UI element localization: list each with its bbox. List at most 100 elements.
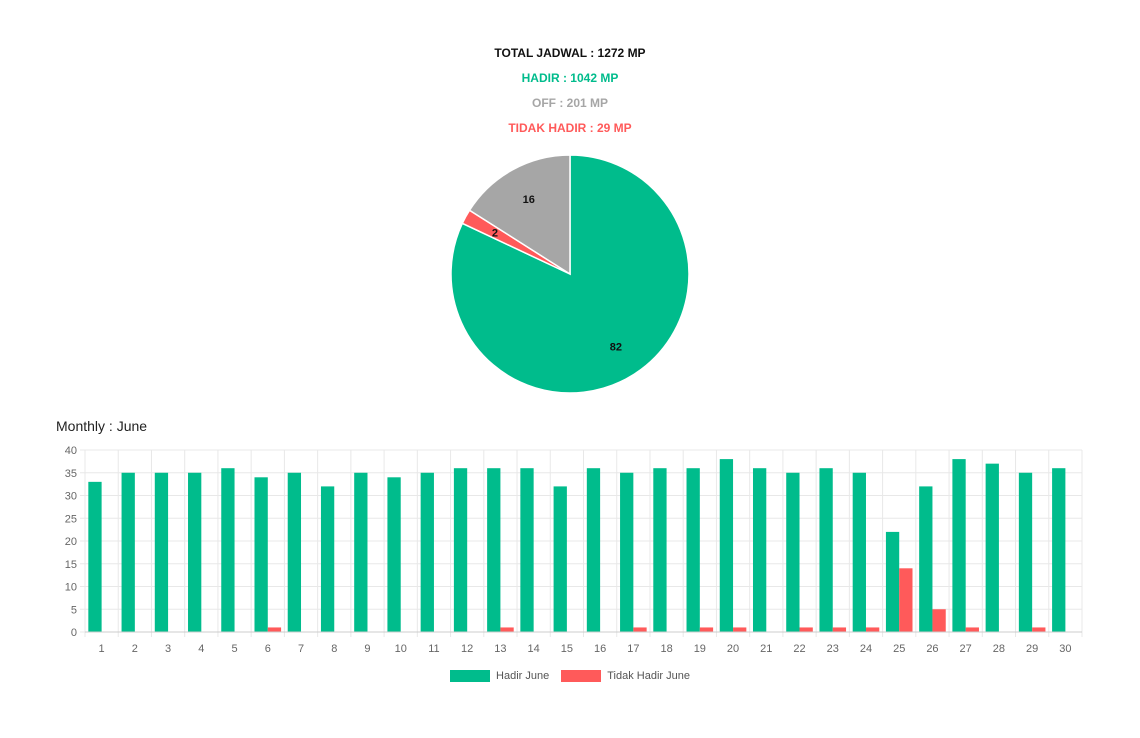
legend-swatch-tidak-hadir xyxy=(561,670,602,682)
pie-label-tidak-hadir: 2 xyxy=(492,228,498,240)
bar-tidak-hadir-day-26[interactable] xyxy=(932,609,946,632)
x-tick-label: 19 xyxy=(694,643,706,655)
bar-tidak-hadir-day-19[interactable] xyxy=(699,627,714,632)
bar-tidak-hadir-day-20[interactable] xyxy=(733,627,747,632)
bar-hadir-day-26[interactable] xyxy=(919,486,933,632)
bar-tidak-hadir-day-27[interactable] xyxy=(965,627,979,632)
x-tick-label: 8 xyxy=(331,643,337,655)
bar-hadir-day-10[interactable] xyxy=(387,477,401,632)
bar-hadir-day-21[interactable] xyxy=(752,468,767,632)
bar-tidak-hadir-day-17[interactable] xyxy=(633,627,647,632)
y-tick-label: 0 xyxy=(71,627,77,639)
bar-hadir-day-2[interactable] xyxy=(121,472,135,632)
bar-hadir-day-1[interactable] xyxy=(88,481,102,632)
bar-hadir-day-5[interactable] xyxy=(221,468,235,632)
x-tick-label: 11 xyxy=(428,643,439,655)
legend-label-tidak-hadir: Tidak Hadir June xyxy=(607,670,690,682)
total-jadwal-label: TOTAL JADWAL : 1272 MP xyxy=(494,46,646,60)
x-tick-label: 2 xyxy=(132,643,138,655)
bar-tidak-hadir-day-25[interactable] xyxy=(899,568,913,632)
bar-legend: Hadir June Tidak Hadir June xyxy=(0,670,1140,682)
bar-hadir-day-28[interactable] xyxy=(985,463,999,632)
bar-hadir-day-22[interactable] xyxy=(786,472,800,632)
tidak-hadir-label: TIDAK HADIR : 29 MP xyxy=(508,121,632,135)
y-tick-label: 10 xyxy=(65,582,77,594)
x-tick-label: 4 xyxy=(198,643,204,655)
bar-hadir-day-3[interactable] xyxy=(154,472,169,632)
y-tick-label: 40 xyxy=(65,445,77,457)
legend-item-tidak-hadir[interactable]: Tidak Hadir June xyxy=(561,670,690,682)
x-tick-label: 13 xyxy=(494,643,506,655)
x-tick-label: 22 xyxy=(793,643,805,655)
x-tick-label: 30 xyxy=(1059,643,1071,655)
bar-hadir-day-4[interactable] xyxy=(188,472,202,632)
bar-tidak-hadir-day-24[interactable] xyxy=(865,627,880,632)
x-tick-label: 10 xyxy=(395,643,407,655)
bar-hadir-day-30[interactable] xyxy=(1052,468,1066,632)
y-tick-label: 25 xyxy=(65,513,77,525)
legend-item-hadir[interactable]: Hadir June xyxy=(450,670,549,682)
x-tick-label: 5 xyxy=(231,643,237,655)
bar-tidak-hadir-day-6[interactable] xyxy=(267,627,282,632)
y-tick-label: 35 xyxy=(65,468,77,480)
bar-hadir-day-23[interactable] xyxy=(819,468,833,632)
monthly-title: Monthly : June xyxy=(56,418,148,434)
attendance-pie-chart: 82 2 16 xyxy=(450,154,690,394)
x-tick-label: 12 xyxy=(461,643,473,655)
hadir-label: HADIR : 1042 MP xyxy=(521,71,619,85)
y-tick-label: 15 xyxy=(65,559,77,571)
x-tick-label: 1 xyxy=(99,643,105,655)
bar-hadir-day-7[interactable] xyxy=(287,472,302,632)
x-tick-label: 14 xyxy=(528,643,540,655)
x-tick-label: 15 xyxy=(561,643,573,655)
x-tick-label: 20 xyxy=(727,643,739,655)
bar-hadir-day-16[interactable] xyxy=(586,468,601,632)
bar-hadir-day-24[interactable] xyxy=(852,472,866,632)
bar-hadir-day-17[interactable] xyxy=(620,472,634,632)
x-tick-label: 24 xyxy=(860,643,872,655)
bar-hadir-day-11[interactable] xyxy=(420,472,434,632)
x-tick-label: 9 xyxy=(364,643,370,655)
pie-slice-hadir[interactable] xyxy=(450,154,690,394)
y-tick-label: 20 xyxy=(65,536,77,548)
x-tick-label: 7 xyxy=(298,643,304,655)
bar-hadir-day-27[interactable] xyxy=(952,459,966,632)
bar-tidak-hadir-day-29[interactable] xyxy=(1032,627,1046,632)
x-tick-label: 25 xyxy=(893,643,905,655)
x-tick-label: 17 xyxy=(627,643,639,655)
bar-hadir-day-6[interactable] xyxy=(254,477,268,632)
bar-hadir-day-25[interactable] xyxy=(885,531,900,632)
bar-hadir-day-8[interactable] xyxy=(320,486,335,632)
x-tick-label: 18 xyxy=(660,643,672,655)
y-tick-label: 5 xyxy=(71,604,77,616)
x-tick-label: 21 xyxy=(760,643,772,655)
x-tick-label: 29 xyxy=(1026,643,1038,655)
bar-hadir-day-15[interactable] xyxy=(553,486,567,632)
pie-slice-off[interactable] xyxy=(468,154,571,276)
bar-hadir-day-29[interactable] xyxy=(1018,472,1033,632)
bar-hadir-day-19[interactable] xyxy=(686,468,700,632)
x-tick-label: 3 xyxy=(165,643,171,655)
y-tick-label: 30 xyxy=(65,491,77,503)
x-tick-label: 16 xyxy=(594,643,606,655)
legend-label-hadir: Hadir June xyxy=(496,670,550,682)
bar-hadir-day-18[interactable] xyxy=(653,468,667,632)
bar-tidak-hadir-day-13[interactable] xyxy=(500,627,514,632)
bar-tidak-hadir-day-23[interactable] xyxy=(832,627,847,632)
bar-hadir-day-9[interactable] xyxy=(354,472,368,632)
bar-tidak-hadir-day-22[interactable] xyxy=(799,627,813,632)
x-tick-label: 27 xyxy=(960,643,972,655)
legend-swatch-hadir xyxy=(450,670,491,682)
bar-hadir-day-14[interactable] xyxy=(520,468,534,632)
pie-label-hadir: 82 xyxy=(610,341,622,353)
x-tick-label: 26 xyxy=(926,643,938,655)
pie-label-off: 16 xyxy=(523,194,535,206)
off-label: OFF : 201 MP xyxy=(531,96,608,110)
bar-hadir-day-12[interactable] xyxy=(453,468,468,632)
x-tick-label: 28 xyxy=(993,643,1005,655)
x-tick-label: 23 xyxy=(827,643,839,655)
bar-hadir-day-20[interactable] xyxy=(719,459,734,632)
bar-hadir-day-13[interactable] xyxy=(487,468,501,632)
x-tick-label: 6 xyxy=(265,643,271,655)
